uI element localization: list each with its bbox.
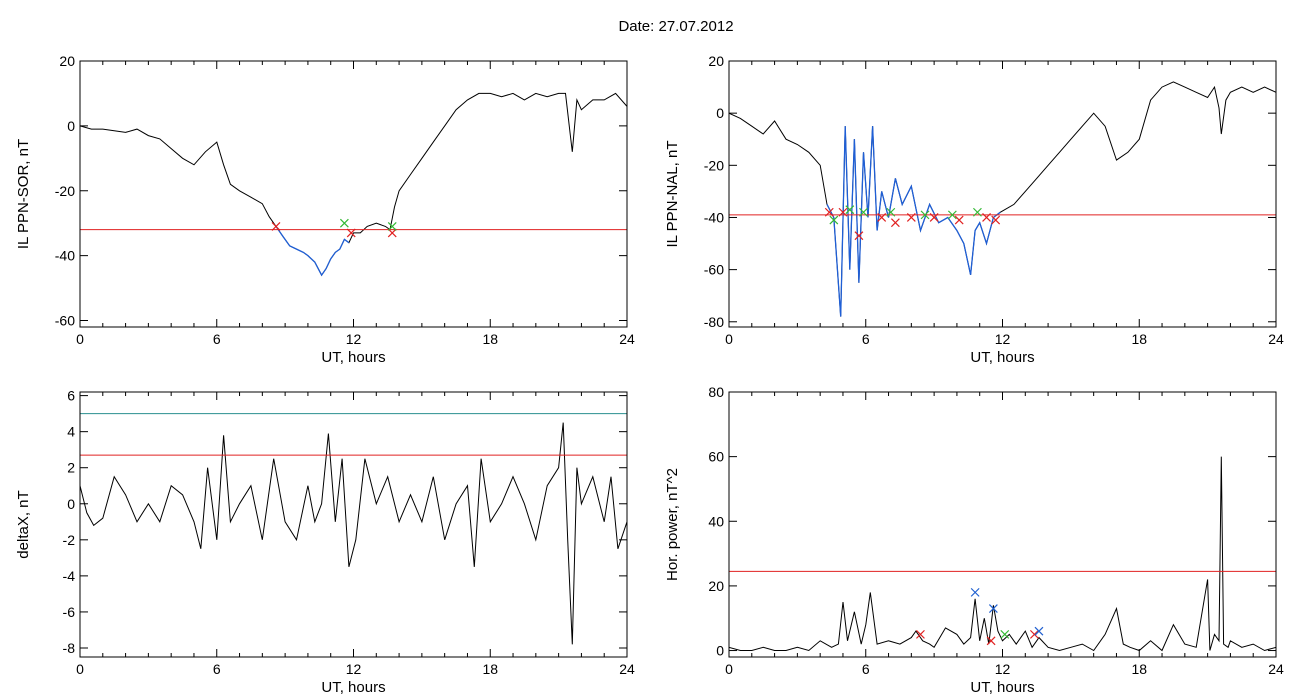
series-line (729, 81, 1276, 317)
y-tick-label: 20 (708, 53, 724, 69)
x-tick-label: 24 (619, 661, 635, 677)
highlight-segment (826, 126, 1001, 317)
marker-red (982, 213, 991, 222)
highlight-segment (275, 226, 350, 277)
x-axis-label: UT, hours (970, 679, 1034, 696)
x-tick-label: 0 (76, 331, 84, 347)
date-label: Date: 27.07.2012 (618, 18, 734, 35)
x-tick-label: 18 (1131, 331, 1147, 347)
y-axis-label: Hor. power, nT^2 (664, 468, 681, 581)
marker-green (1000, 629, 1010, 639)
plot-frame (728, 60, 1277, 328)
marker-green (339, 218, 349, 228)
y-tick-label: 0 (716, 643, 724, 659)
marker-green (845, 205, 855, 215)
y-tick-label: -60 (55, 313, 75, 329)
marker-red (838, 207, 848, 217)
marker-green (947, 210, 957, 220)
x-tick-label: 18 (1131, 661, 1147, 677)
y-tick-label: 0 (716, 105, 724, 121)
y-tick-label: -2 (63, 532, 76, 548)
y-tick-label: -80 (704, 314, 724, 330)
x-tick-label: 0 (725, 331, 733, 347)
y-axis-label: deltaX, nT (15, 490, 32, 558)
y-tick-label: 0 (67, 118, 75, 134)
y-tick-label: 60 (708, 449, 724, 465)
y-axis-label: IL PPN-SOR, nT (15, 139, 32, 249)
panel-hor-power: 0 6 12 18 24 0 20 40 60 80 UT, hours Hor. power, nT… (664, 384, 1284, 696)
y-tick-label: 20 (59, 53, 75, 69)
y-tick-label: -4 (63, 568, 76, 584)
marker-red (824, 207, 834, 217)
marker-red (877, 213, 887, 222)
y-tick-label: 40 (708, 513, 724, 529)
series-line (729, 456, 1276, 652)
plot-frame (79, 60, 628, 328)
marker-red (271, 222, 281, 231)
marker-red (929, 213, 939, 222)
x-tick-label: 12 (346, 331, 362, 347)
y-tick-label: 4 (67, 424, 75, 440)
marker-green (973, 207, 982, 217)
marker-green (859, 207, 868, 217)
marker-green (387, 222, 397, 231)
marker-red (906, 213, 916, 222)
x-axis-label: UT, hours (321, 349, 385, 366)
marker-blue (988, 604, 998, 613)
marker-red (1029, 629, 1039, 639)
x-tick-label: 6 (213, 661, 221, 677)
x-tick-label: 12 (995, 661, 1011, 677)
x-tick-label: 12 (995, 331, 1011, 347)
y-tick-label: -6 (63, 604, 76, 620)
marker-red (346, 228, 356, 238)
y-axis-label: IL PPN-NAL, nT (664, 141, 681, 248)
x-tick-label: 6 (862, 331, 870, 347)
marker-red (916, 629, 925, 639)
x-tick-label: 0 (76, 661, 84, 677)
marker-green (829, 215, 839, 225)
x-tick-label: 18 (482, 331, 498, 347)
series-line (80, 92, 627, 277)
x-tick-label: 24 (1268, 331, 1284, 347)
marker-red (991, 215, 1001, 225)
x-tick-label: 24 (1268, 661, 1284, 677)
y-tick-label: -60 (704, 262, 724, 278)
y-tick-label: 0 (67, 496, 75, 512)
panel-ppn-sor: 0 6 12 18 24 -60 -40 -20 0 20 UT, hours IL PPN-SOR,… (15, 53, 635, 366)
y-tick-label: 20 (708, 578, 724, 594)
y-tick-label: -20 (704, 157, 724, 173)
x-tick-label: 12 (346, 661, 362, 677)
marker-blue (970, 587, 980, 597)
x-tick-label: 6 (213, 331, 221, 347)
x-axis-label: UT, hours (970, 349, 1034, 366)
x-tick-label: 0 (725, 661, 733, 677)
x-tick-label: 24 (619, 331, 635, 347)
y-tick-label: -40 (704, 209, 724, 225)
y-tick-label: -40 (55, 248, 75, 264)
panel-ppn-nal: 0 6 12 18 24 -80 -60 -40 -20 0 20 UT, hours IL PPN-N… (664, 53, 1284, 366)
marker-green (886, 207, 896, 217)
y-tick-label: -8 (63, 640, 76, 656)
x-tick-label: 6 (862, 661, 870, 677)
marker-blue (1034, 626, 1044, 636)
y-tick-label: 80 (708, 384, 724, 400)
y-tick-label: 6 (67, 388, 75, 404)
y-tick-label: 2 (67, 460, 75, 476)
marker-green (920, 210, 930, 220)
plot-frame (79, 391, 628, 658)
x-axis-label: UT, hours (321, 679, 385, 696)
marker-red (890, 218, 900, 228)
marker-red (954, 215, 964, 225)
x-tick-label: 18 (482, 661, 498, 677)
marker-red (854, 231, 864, 241)
series-line (80, 422, 627, 645)
y-tick-label: -20 (55, 183, 75, 199)
plot-frame (728, 391, 1277, 658)
marker-red (986, 636, 996, 646)
marker-red (387, 228, 397, 238)
